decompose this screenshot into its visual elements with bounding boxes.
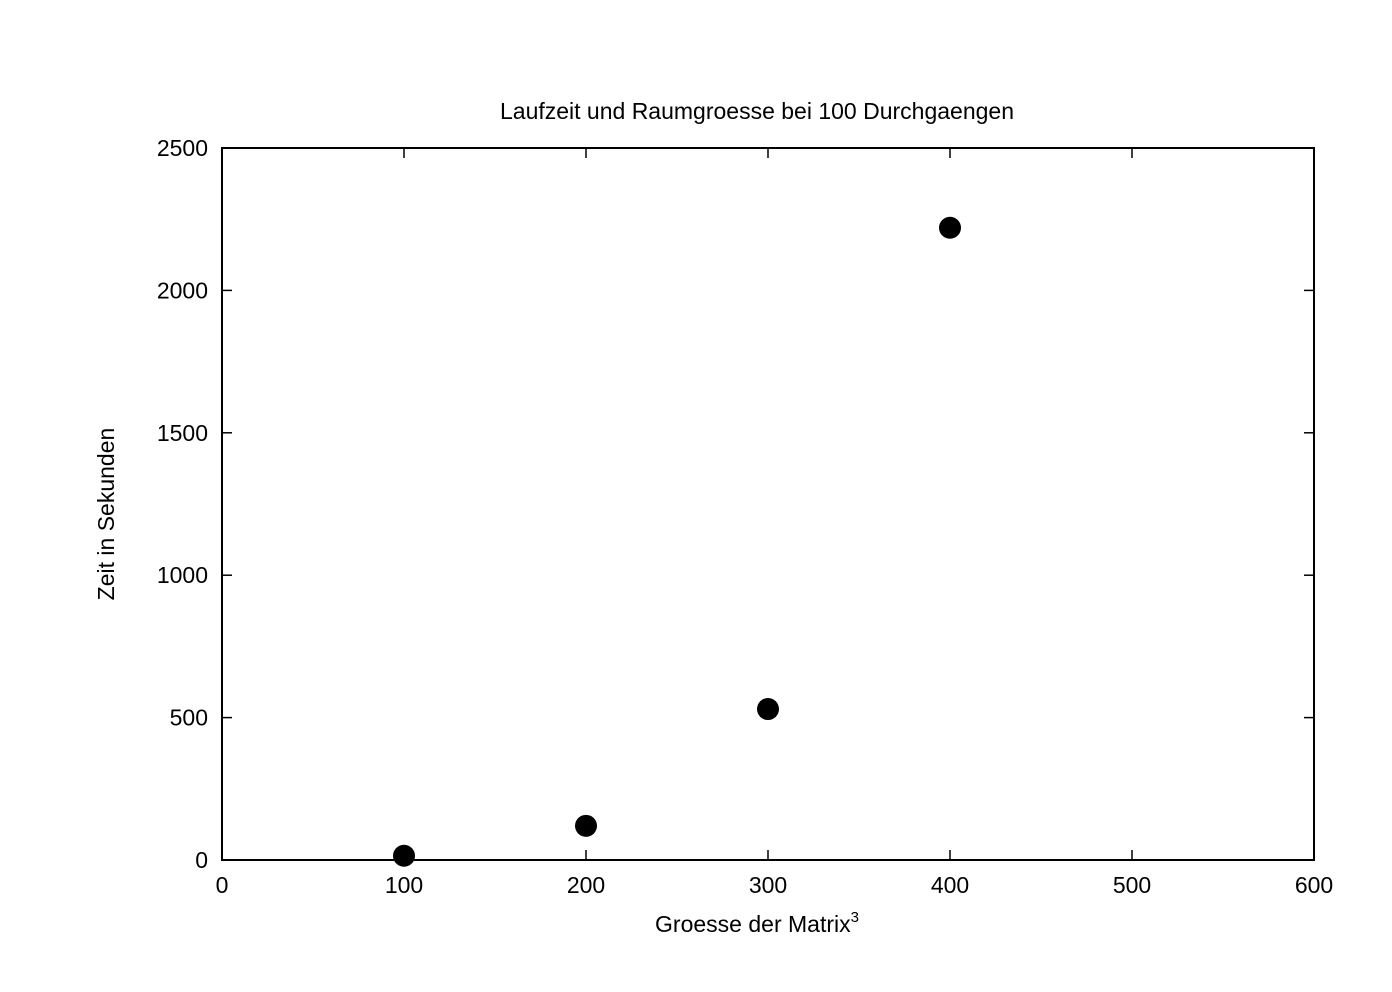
y-tick-labels: 0 500 1000 1500 2000 2500 [157,135,208,873]
axis-ticks [221,147,1315,861]
x-tick-label: 400 [931,872,969,898]
x-tick-label: 200 [567,872,605,898]
x-tick-label: 0 [216,872,229,898]
data-point [393,844,415,867]
y-axis-title: Zeit in Sekunden [93,428,119,601]
x-tick-label: 600 [1295,872,1333,898]
plot-frame [221,147,1315,861]
data-points [393,216,961,867]
data-point [575,814,597,837]
data-point [939,216,961,239]
y-tick-label: 1000 [157,562,208,588]
y-tick-label: 500 [170,705,208,731]
x-tick-label: 500 [1113,872,1151,898]
y-tick-label: 1500 [157,420,208,446]
x-axis-title-text: Groesse der Matrix [655,911,851,937]
plot-area [221,147,1315,861]
y-tick-label: 2000 [157,277,208,303]
y-tick-label: 0 [195,847,208,873]
data-point [757,698,779,721]
x-tick-label: 100 [385,872,423,898]
y-tick-label: 2500 [157,135,208,161]
x-tick-labels: 0 100 200 300 400 500 600 [216,872,1334,898]
x-axis-title-superscript: 3 [851,909,859,926]
x-axis-title: Groesse der Matrix3 [655,909,859,937]
x-tick-label: 300 [749,872,787,898]
chart-title: Laufzeit und Raumgroesse bei 100 Durchga… [500,98,1014,124]
